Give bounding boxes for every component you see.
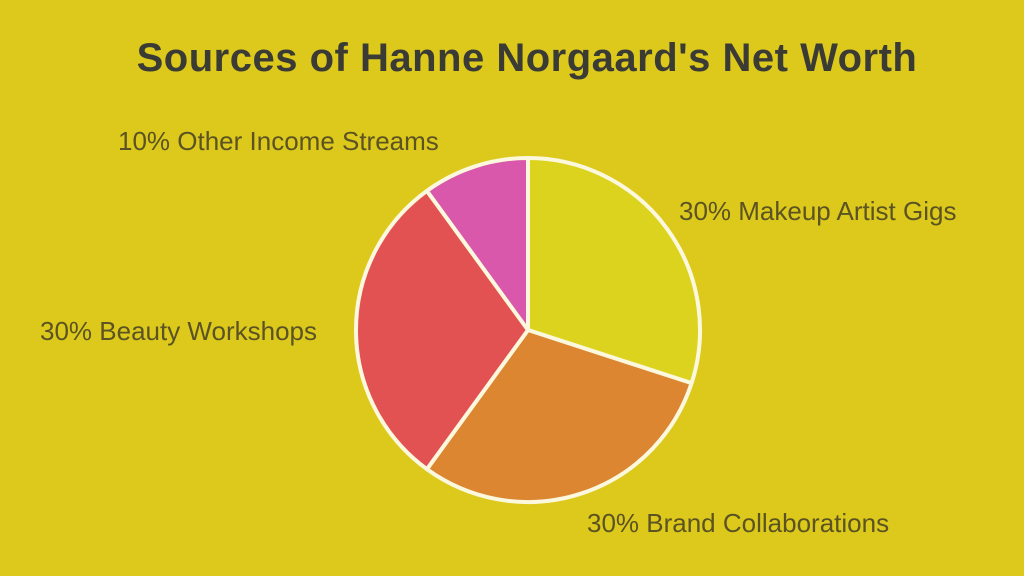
slice-label-beauty-workshops: 30% Beauty Workshops	[40, 316, 317, 346]
pie-slice-brand-collaborations	[424, 328, 694, 504]
slice-label-brand-collaborations: 30% Brand Collaborations	[587, 508, 890, 538]
pie-slice-other-income-streams	[424, 156, 530, 332]
pie-slice-makeup-artist-gigs	[526, 156, 702, 386]
pie-slice-beauty-workshops	[354, 188, 530, 472]
slice-label-makeup-artist-gigs: 30% Makeup Artist Gigs	[679, 196, 957, 226]
slice-label-other-income-streams: 10% Other Income Streams	[118, 126, 439, 156]
chart-title: Sources of Hanne Norgaard's Net Worth	[136, 36, 918, 80]
